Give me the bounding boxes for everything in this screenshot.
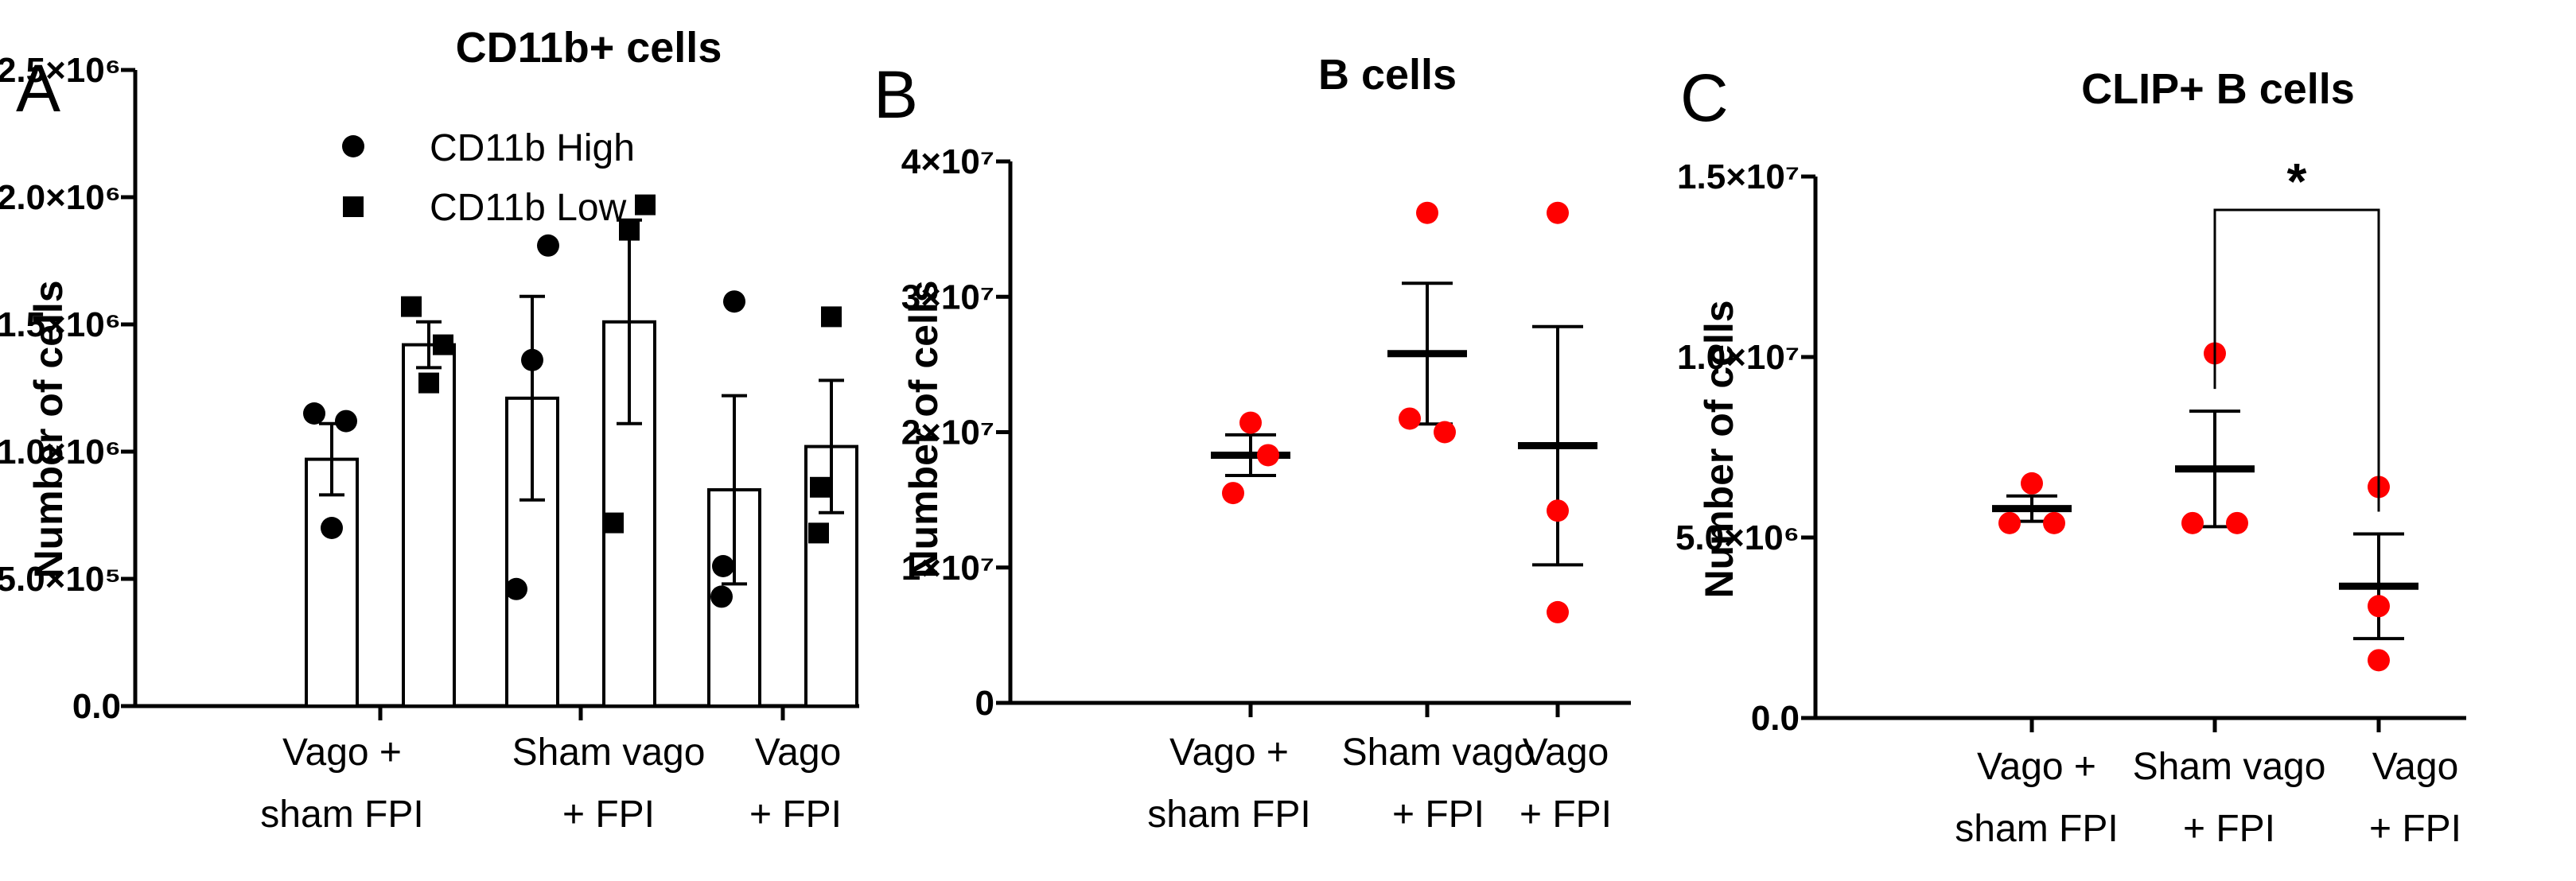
x-tick-label-line2: sham FPI (260, 794, 423, 836)
x-tick-label-line2: + FPI (2369, 808, 2461, 850)
data-point (1547, 201, 1569, 224)
x-tick-label-line1: Vago + (1977, 746, 2096, 788)
data-point (2368, 649, 2390, 672)
x-tick-label-line1: Vago (2372, 746, 2459, 788)
data-point-square (808, 522, 829, 544)
data-point-square (433, 334, 453, 355)
panel-letter-a: A (16, 51, 60, 126)
x-tick-label-line1: Sham vago (512, 732, 706, 774)
panel-a: A CD11b+ cells Number of cells CD11b Hig… (0, 24, 859, 836)
y-tick-label: 4×10⁷ (901, 142, 994, 181)
data-point-square (401, 296, 422, 317)
data-point-circle (712, 555, 734, 577)
data-point (1434, 421, 1456, 444)
panel-a-ylabel: Number of cells (26, 280, 71, 578)
data-point (1239, 411, 1262, 434)
panel-a-legend: CD11b High CD11b Low (342, 127, 635, 229)
y-tick-label: 3×10⁷ (901, 277, 994, 316)
x-tick-label-line1: Vago (755, 732, 842, 774)
panel-c: C CLIP+ B cells Number of cells 0.0 5.0×1… (1675, 60, 2466, 850)
y-tick-label: 1.5×10⁶ (0, 305, 121, 344)
data-point (2368, 595, 2390, 618)
y-tick-label: 1.5×10⁷ (1677, 157, 1800, 196)
data-point (1416, 201, 1438, 224)
x-tick-label-line2: + FPI (2183, 808, 2275, 850)
y-tick-label: 0.0 (1751, 699, 1800, 738)
panel-a-title: CD11b+ cells (456, 24, 722, 72)
data-point (1222, 482, 1244, 505)
data-point-circle (321, 517, 343, 539)
y-tick-label: 0 (975, 684, 994, 723)
x-tick-label-line1: Vago (1523, 732, 1609, 774)
panel-b-ylabel: Number of cells (901, 280, 946, 578)
data-point-square (619, 219, 640, 241)
data-point (2181, 511, 2204, 534)
bar-cd11b-high (305, 457, 359, 708)
x-tick-label-line1: Sham vago (1342, 732, 1535, 774)
data-point-circle (335, 409, 357, 433)
panel-b: B B cells Number of cells 0 1×10⁷ 2×10⁷ 3×1… (874, 51, 1631, 836)
data-point-square (635, 194, 656, 215)
y-tick-label: 5.0×10⁵ (0, 560, 121, 599)
x-tick-label-line1: Sham vago (2133, 746, 2326, 788)
legend-marker-square (343, 196, 364, 217)
bar-cd11b-low (402, 343, 456, 708)
x-tick-label-line1: Vago + (1169, 732, 1289, 774)
legend-label-low: CD11b Low (430, 187, 627, 229)
data-point (2043, 511, 2065, 534)
data-point (2021, 472, 2043, 495)
y-tick-label: 1.0×10⁷ (1677, 338, 1800, 377)
data-point-square (603, 512, 624, 534)
x-tick-label-line2: + FPI (1392, 794, 1485, 836)
significance-label: * (2287, 153, 2307, 210)
data-point (1998, 511, 2021, 534)
data-point-circle (537, 234, 559, 257)
y-tick-label: 2.5×10⁶ (0, 51, 121, 90)
panel-b-title: B cells (1318, 51, 1457, 99)
x-tick-label-line2: + FPI (749, 794, 842, 836)
x-tick-label-line2: + FPI (1520, 794, 1612, 836)
y-tick-label: 2.0×10⁶ (0, 178, 121, 217)
x-tick-label-line2: + FPI (562, 794, 655, 836)
y-tick-label: 5.0×10⁶ (1675, 518, 1800, 557)
y-tick-label: 1×10⁷ (901, 549, 994, 588)
data-point (2226, 511, 2248, 534)
panel-c-ylabel: Number of cells (1697, 300, 1741, 598)
y-tick-label: 0.0 (72, 687, 121, 726)
data-point-square (418, 372, 439, 394)
data-point-circle (505, 577, 527, 600)
legend-label-high: CD11b High (430, 127, 635, 169)
panel-letter-b: B (874, 57, 918, 132)
data-point-circle (723, 290, 745, 313)
panel-letter-c: C (1680, 60, 1729, 135)
data-point (1399, 407, 1421, 430)
panel-c-title: CLIP+ B cells (2081, 65, 2355, 113)
data-point (1257, 444, 1279, 467)
x-tick-label-line2: sham FPI (1955, 808, 2118, 850)
legend-marker-circle (342, 135, 364, 157)
data-point-circle (521, 348, 543, 371)
y-tick-label: 2×10⁷ (901, 413, 994, 452)
data-point (1547, 600, 1569, 623)
x-tick-label-line1: Vago + (282, 732, 402, 774)
significance-bracket (2213, 208, 2380, 512)
data-point-circle (303, 402, 325, 425)
data-point-square (810, 476, 831, 498)
data-point-square (821, 306, 842, 328)
y-tick-label: 1.0×10⁶ (0, 433, 121, 472)
x-tick-label-line2: sham FPI (1147, 794, 1310, 836)
data-point-circle (710, 585, 733, 608)
data-point (1547, 499, 1569, 522)
